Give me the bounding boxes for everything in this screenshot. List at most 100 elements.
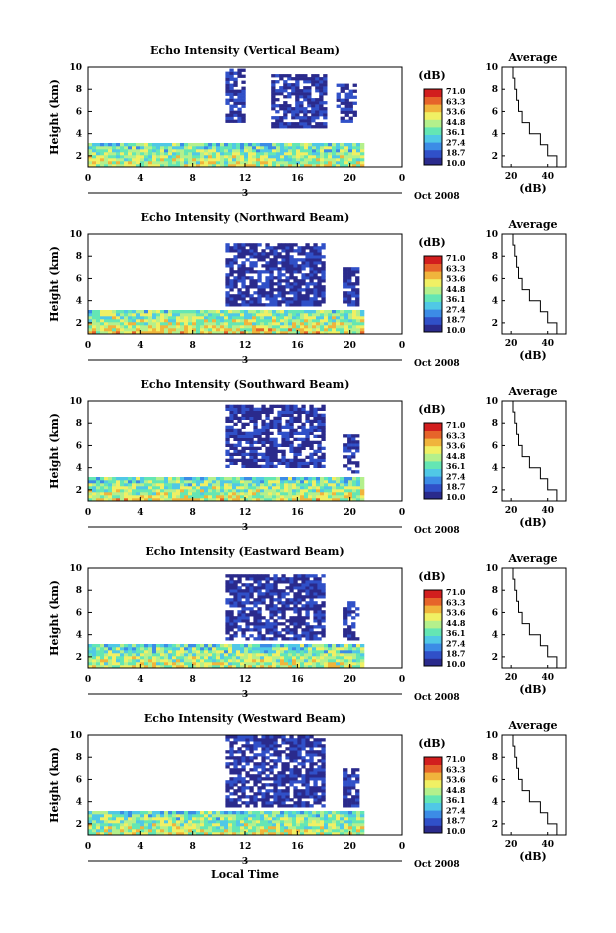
echo-cell (240, 829, 244, 832)
echo-cell (225, 84, 229, 87)
echo-cell (304, 492, 308, 495)
echo-cell (140, 653, 144, 656)
echo-cell (313, 267, 317, 270)
echo-cell (248, 495, 252, 498)
echo-cell (208, 811, 212, 814)
echo-cell (225, 574, 229, 577)
echo-cell (184, 817, 188, 820)
echo-cell (281, 285, 285, 288)
echo-cell (220, 325, 224, 328)
echo-cell (277, 261, 281, 264)
echo-cell (273, 258, 277, 261)
echo-cell (228, 328, 232, 331)
echo-cell (120, 152, 124, 155)
echo-cell (204, 161, 208, 164)
echo-cell (188, 662, 192, 665)
echo-cell (245, 628, 249, 631)
x-tick-label: 16 (291, 341, 304, 351)
echo-cell (236, 328, 240, 331)
echo-cell (304, 313, 308, 316)
echo-cell (120, 489, 124, 492)
echo-cell (272, 143, 276, 146)
echo-cell (116, 328, 120, 331)
echo-cell (340, 811, 344, 814)
echo-cell (225, 589, 229, 592)
echo-cell (128, 823, 132, 826)
echo-cell (208, 486, 212, 489)
echo-cell (309, 411, 313, 414)
echo-cell (228, 647, 232, 650)
echo-cell (269, 616, 273, 619)
echo-cell (349, 96, 353, 99)
echo-cell (273, 783, 277, 786)
echo-cell (233, 771, 237, 774)
echo-cell (241, 120, 245, 123)
echo-cell (233, 270, 237, 273)
echo-cell (292, 328, 296, 331)
echo-cell (348, 155, 352, 158)
echo-cell (271, 98, 275, 101)
echo-cell (245, 243, 249, 246)
echo-cell (196, 483, 200, 486)
echo-cell (289, 408, 293, 411)
echo-cell (192, 659, 196, 662)
echo-cell (317, 294, 321, 297)
echo-cell (276, 659, 280, 662)
echo-cell (249, 774, 253, 777)
echo-cell (204, 659, 208, 662)
echo-cell (316, 489, 320, 492)
echo-cell (344, 656, 348, 659)
echo-cell (140, 483, 144, 486)
echo-cell (188, 823, 192, 826)
echo-cell (229, 447, 233, 450)
echo-cell (180, 146, 184, 149)
echo-cell (220, 158, 224, 161)
echo-cell (124, 495, 128, 498)
echo-cell (281, 771, 285, 774)
echo-cell (144, 495, 148, 498)
echo-cell (300, 495, 304, 498)
echo-cell (188, 820, 192, 823)
echo-cell (321, 414, 325, 417)
echo-cell (332, 492, 336, 495)
echo-cell (264, 495, 268, 498)
echo-cell (321, 264, 325, 267)
echo-cell (336, 486, 340, 489)
echo-cell (136, 313, 140, 316)
echo-cell (272, 656, 276, 659)
echo-cell (265, 622, 269, 625)
echo-cell (112, 322, 116, 325)
echo-cell (172, 817, 176, 820)
echo-cell (301, 264, 305, 267)
echo-cell (124, 647, 128, 650)
echo-cell (347, 300, 351, 303)
echo-cell (229, 610, 233, 613)
echo-cell (355, 434, 359, 437)
echo-cell (108, 477, 112, 480)
echo-cell (256, 662, 260, 665)
echo-cell (241, 75, 245, 78)
echo-cell (96, 486, 100, 489)
echo-cell (249, 447, 253, 450)
echo-cell (92, 811, 96, 814)
echo-cell (253, 426, 257, 429)
echo-cell (313, 610, 317, 613)
echo-cell (225, 72, 229, 75)
echo-cell (312, 477, 316, 480)
echo-cell (275, 80, 279, 83)
echo-cell (225, 601, 229, 604)
echo-cell (311, 113, 315, 116)
echo-cell (305, 625, 309, 628)
echo-cell (293, 438, 297, 441)
echo-cell (184, 823, 188, 826)
x-tick-label: 16 (291, 508, 304, 518)
echo-cell (311, 74, 315, 77)
echo-cell (264, 143, 268, 146)
echo-cell (249, 270, 253, 273)
panel-title: Echo Intensity (Southward Beam) (141, 378, 350, 391)
echo-cell (283, 80, 287, 83)
echo-cell (208, 495, 212, 498)
echo-cell (289, 450, 293, 453)
echo-cell (92, 656, 96, 659)
echo-cell (301, 261, 305, 264)
